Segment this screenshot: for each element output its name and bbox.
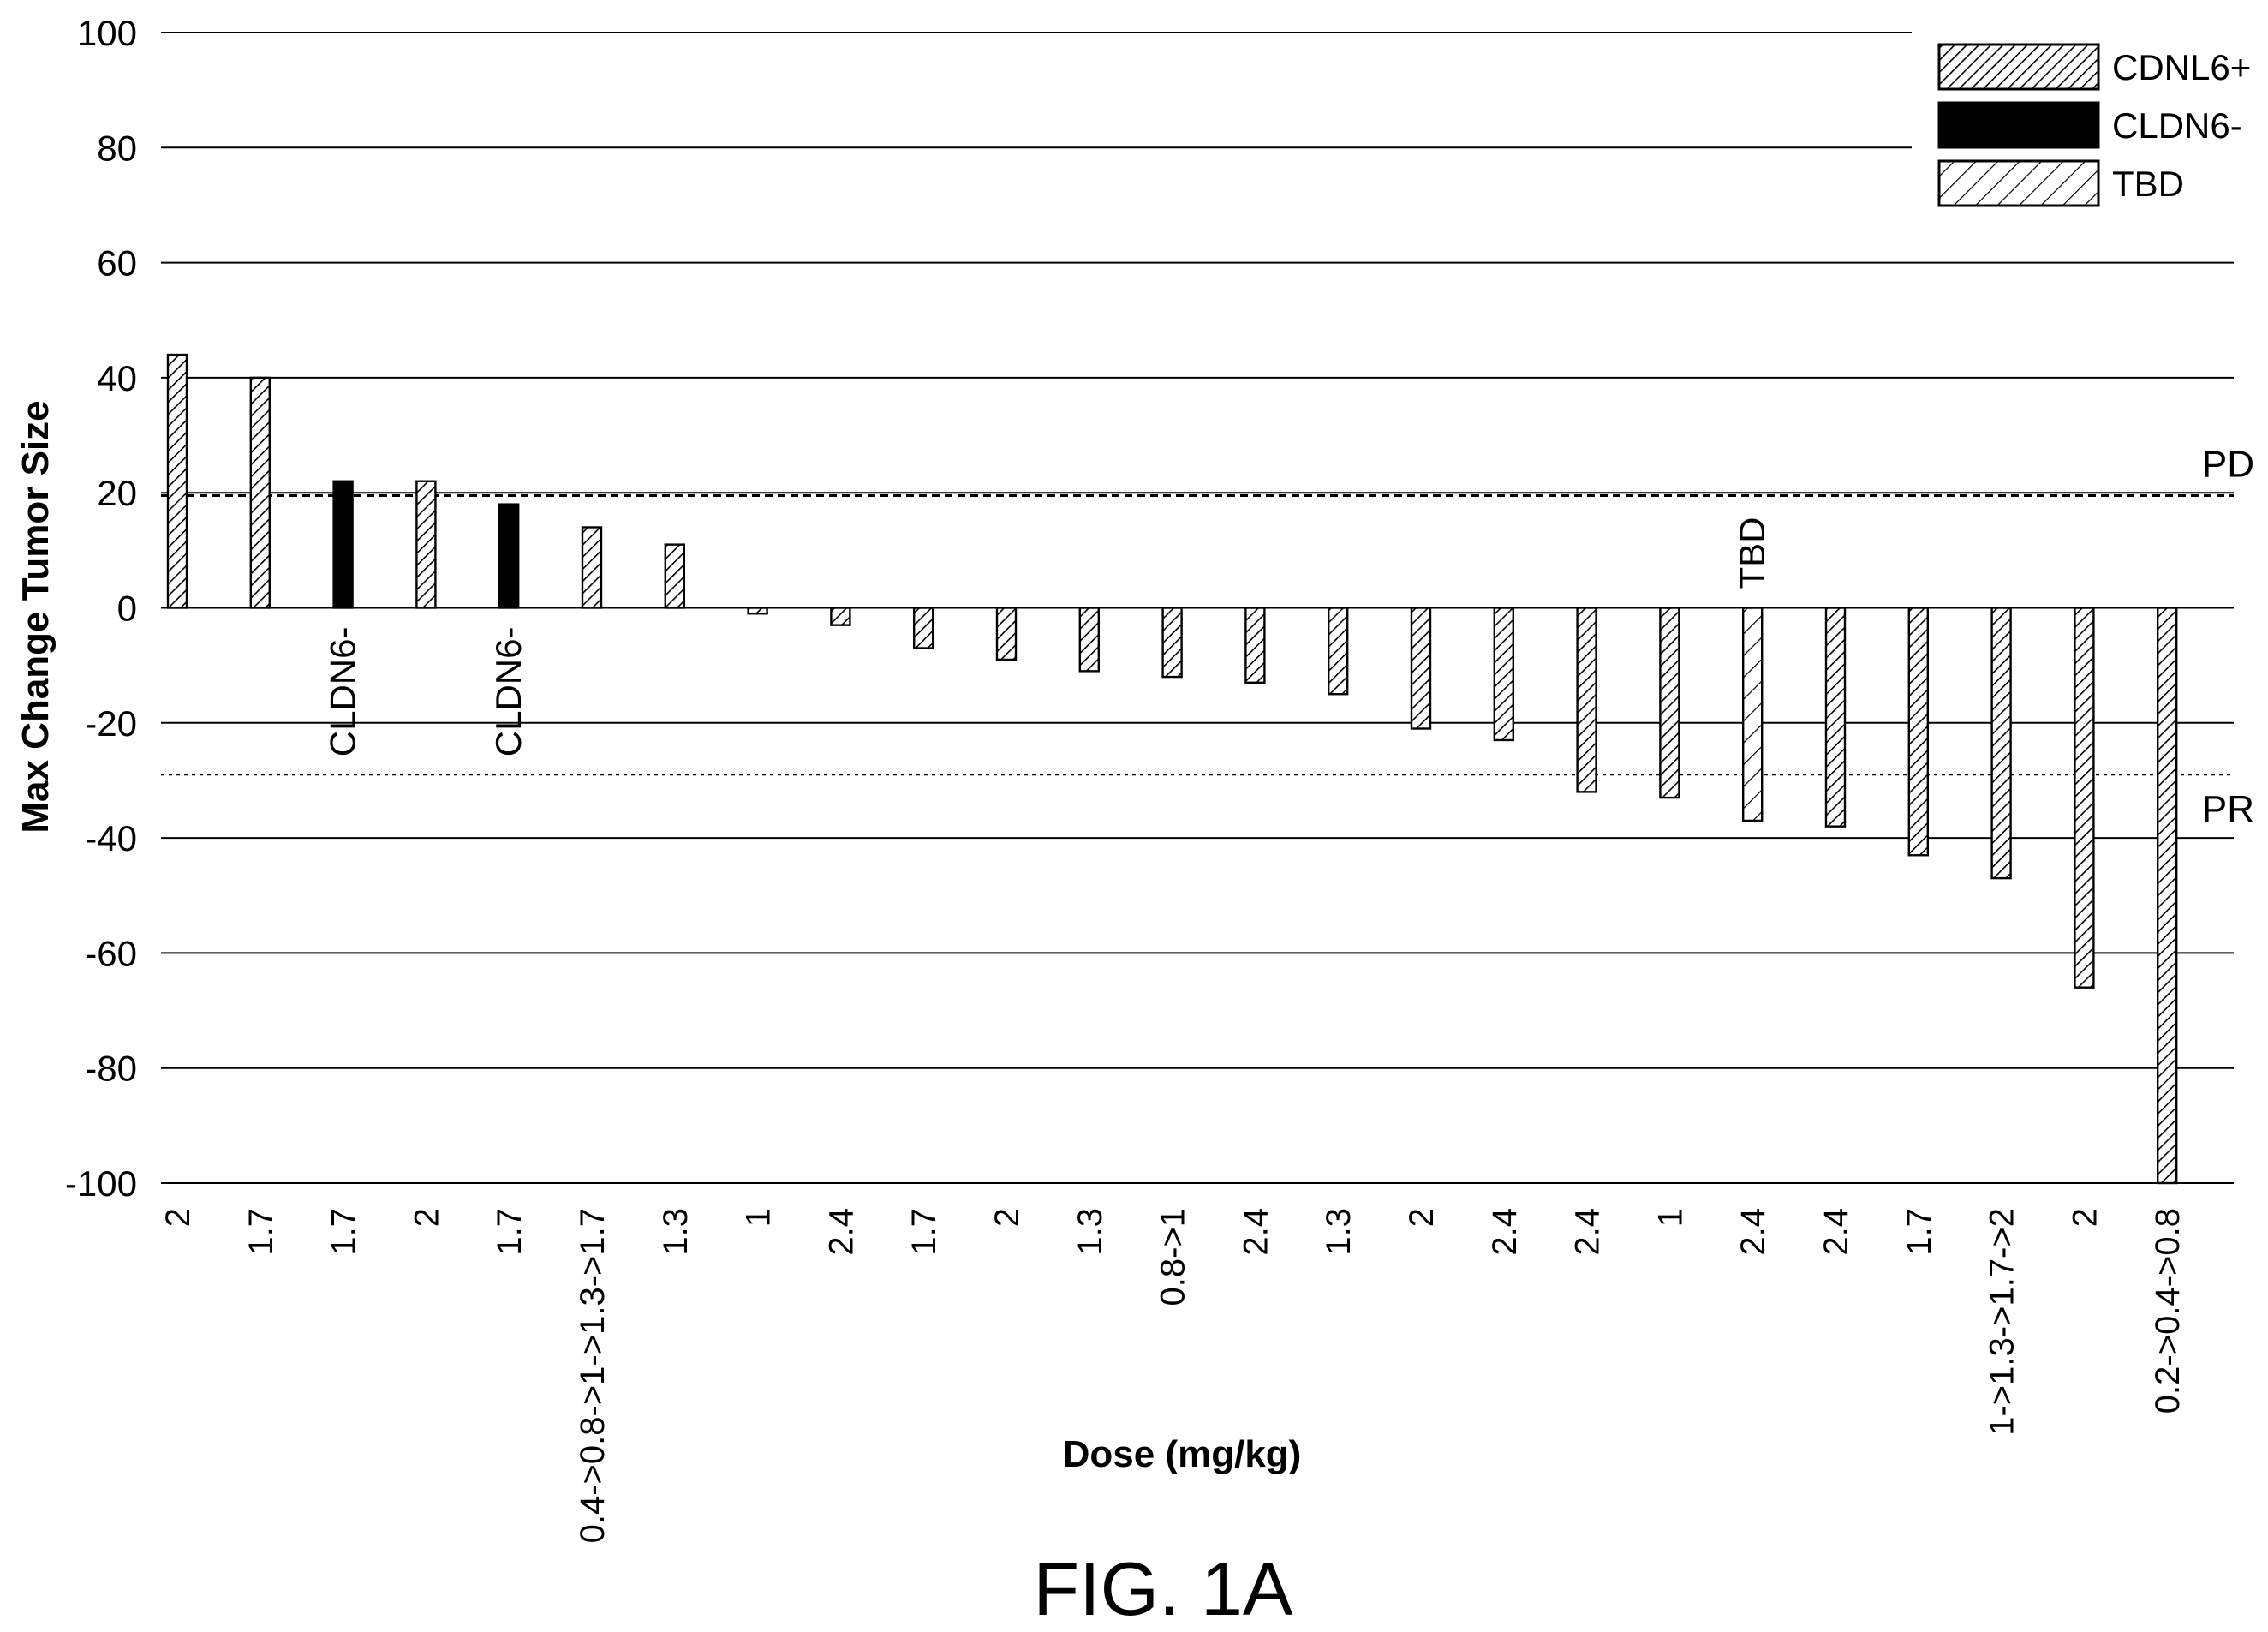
x-tick-label: 2 <box>1403 1208 1441 1227</box>
y-tick-label: 80 <box>97 128 137 168</box>
bar-8 <box>747 607 768 615</box>
y-tick-label: 100 <box>77 13 137 53</box>
bar-1 <box>166 353 188 609</box>
x-tick-label: 2 <box>988 1208 1026 1227</box>
bar-25 <box>2156 607 2178 1185</box>
x-tick-label: 2 <box>159 1208 197 1227</box>
bar-22 <box>1907 607 1930 857</box>
legend-label: TBD <box>2112 164 2184 204</box>
x-tick-label: 2.4 <box>1569 1208 1607 1256</box>
x-tick-label: 1.7 <box>905 1208 943 1256</box>
bar-12 <box>1078 607 1101 673</box>
y-tick-label: -20 <box>85 703 137 744</box>
legend-swatch <box>1937 159 2100 207</box>
x-tick-label: 1.7 <box>491 1208 528 1256</box>
y-tick-label: -100 <box>65 1163 137 1204</box>
bar-11 <box>995 607 1018 661</box>
x-tick-label: 2.4 <box>822 1208 860 1256</box>
figure-caption: FIG. 1A <box>1033 1546 1292 1631</box>
x-tick-label: 2 <box>2066 1208 2104 1227</box>
x-tick-label: 1->1.3->1.7->2 <box>1984 1208 2021 1436</box>
bar-23 <box>1990 607 2012 880</box>
bar-9 <box>830 607 851 626</box>
bar-19 <box>1659 607 1680 799</box>
x-tick-label: 2 <box>408 1208 445 1227</box>
bar-20 <box>1741 607 1764 822</box>
y-tick-label: 20 <box>97 473 137 513</box>
y-tick-label: -60 <box>85 933 137 973</box>
x-tick-label: 2.4 <box>1486 1208 1524 1256</box>
x-tick-label: 1.7 <box>325 1208 363 1256</box>
x-tick-label: 1.3 <box>657 1208 695 1256</box>
bar-annotation: CLDN6- <box>488 627 528 757</box>
x-tick-label: 1.3 <box>1071 1208 1109 1256</box>
legend-label: CDNL6+ <box>2112 47 2251 87</box>
reference-label-pd: PD <box>2202 444 2254 486</box>
y-tick-label: 60 <box>97 243 137 284</box>
x-tick-label: 1.7 <box>1901 1208 1938 1256</box>
bar-3 <box>332 480 354 609</box>
y-tick-label: 40 <box>97 358 137 398</box>
legend-swatch <box>1937 43 2100 91</box>
x-tick-label: 2.4 <box>1817 1208 1855 1256</box>
x-tick-label: 1 <box>740 1208 778 1227</box>
y-tick-label: 0 <box>117 589 137 629</box>
legend-label: CLDN6- <box>2112 105 2242 146</box>
bar-annotation: CLDN6- <box>323 627 363 757</box>
x-tick-label: 0.8->1 <box>1155 1208 1192 1306</box>
bar-annotation: TBD <box>1732 517 1772 589</box>
x-tick-label: 0.2->0.4->0.8 <box>2149 1208 2187 1414</box>
bar-18 <box>1576 607 1597 793</box>
legend-swatch <box>1937 101 2100 149</box>
x-tick-label: 2.4 <box>1734 1208 1772 1256</box>
y-tick-label: -40 <box>85 818 137 858</box>
x-tick-label: 1.3 <box>1320 1208 1358 1256</box>
bar-7 <box>664 543 685 609</box>
y-axis-title: Max Change Tumor Size <box>15 400 57 833</box>
bar-6 <box>581 526 603 609</box>
bar-4 <box>415 480 437 609</box>
bar-2 <box>249 376 271 609</box>
bar-14 <box>1244 607 1266 684</box>
x-tick-label: 0.4->0.8->1->1.3->1.7 <box>574 1208 612 1543</box>
x-tick-label: 2.4 <box>1237 1208 1274 1256</box>
reference-label-pr: PR <box>2202 788 2254 830</box>
bar-5 <box>498 503 520 609</box>
bar-15 <box>1327 607 1349 696</box>
bar-21 <box>1824 607 1847 828</box>
x-tick-label: 1 <box>1651 1208 1689 1227</box>
x-axis-title: Dose (mg/kg) <box>1063 1433 1302 1475</box>
bar-24 <box>2074 607 2095 989</box>
bar-17 <box>1493 607 1515 742</box>
bar-10 <box>912 607 934 649</box>
bar-16 <box>1410 607 1432 730</box>
y-tick-label: -80 <box>85 1049 137 1089</box>
bar-13 <box>1161 607 1183 679</box>
x-tick-label: 1.7 <box>242 1208 280 1256</box>
